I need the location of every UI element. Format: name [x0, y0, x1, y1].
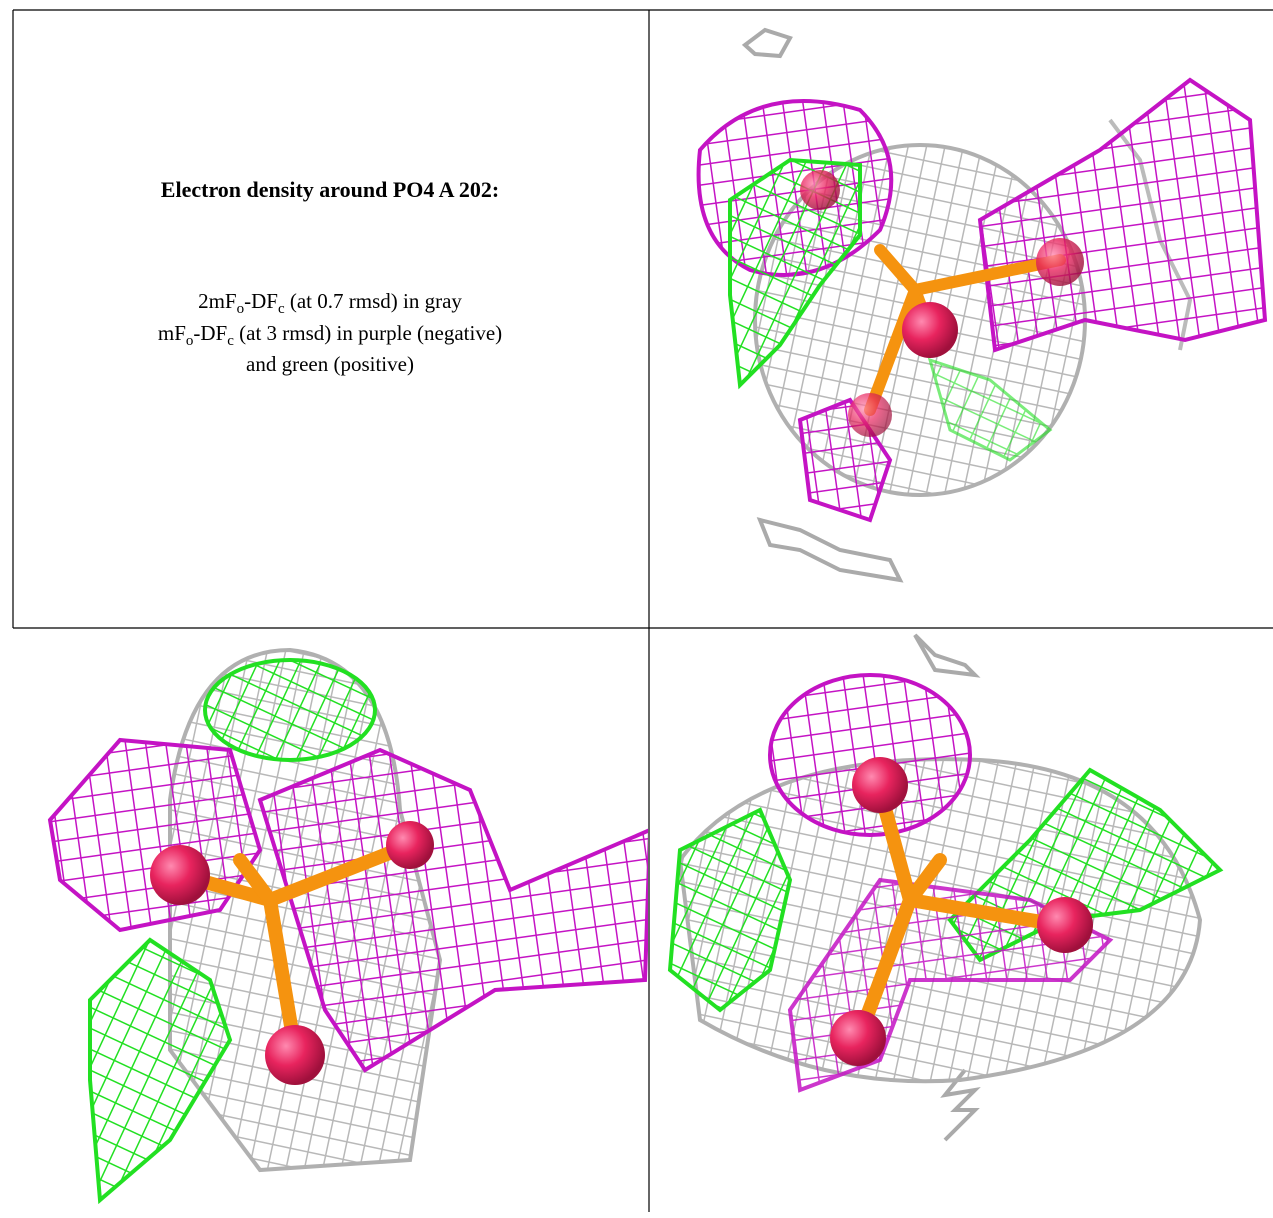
caption-line: mFo-DFc (at 3 rmsd) in purple (negative) [158, 321, 502, 349]
density-view-bottom-right [667, 633, 1224, 1142]
caption-line: 2mFo-DFc (at 0.7 rmsd) in gray [198, 289, 462, 317]
caption-text: mF [158, 321, 186, 345]
table-grid [12, 9, 1273, 1212]
density-view-top [696, 27, 1268, 583]
subscript: c [278, 301, 285, 317]
subscript: o [186, 333, 194, 349]
subscript: o [237, 301, 245, 317]
caption-text: -DF [244, 289, 278, 313]
caption-text: and green (positive) [246, 352, 414, 376]
caption-title: Electron density around PO4 A 202: [161, 177, 499, 202]
caption-text: 2mF [198, 289, 237, 313]
subscript: c [227, 333, 234, 349]
caption: Electron density around PO4 A 202: 2mFo-… [158, 177, 502, 376]
caption-text: (at 3 rmsd) in purple (negative) [234, 321, 502, 345]
caption-line: and green (positive) [246, 352, 414, 376]
caption-text: (at 0.7 rmsd) in gray [285, 289, 463, 313]
density-view-bottom-left [47, 647, 648, 1205]
caption-text: -DF [193, 321, 227, 345]
